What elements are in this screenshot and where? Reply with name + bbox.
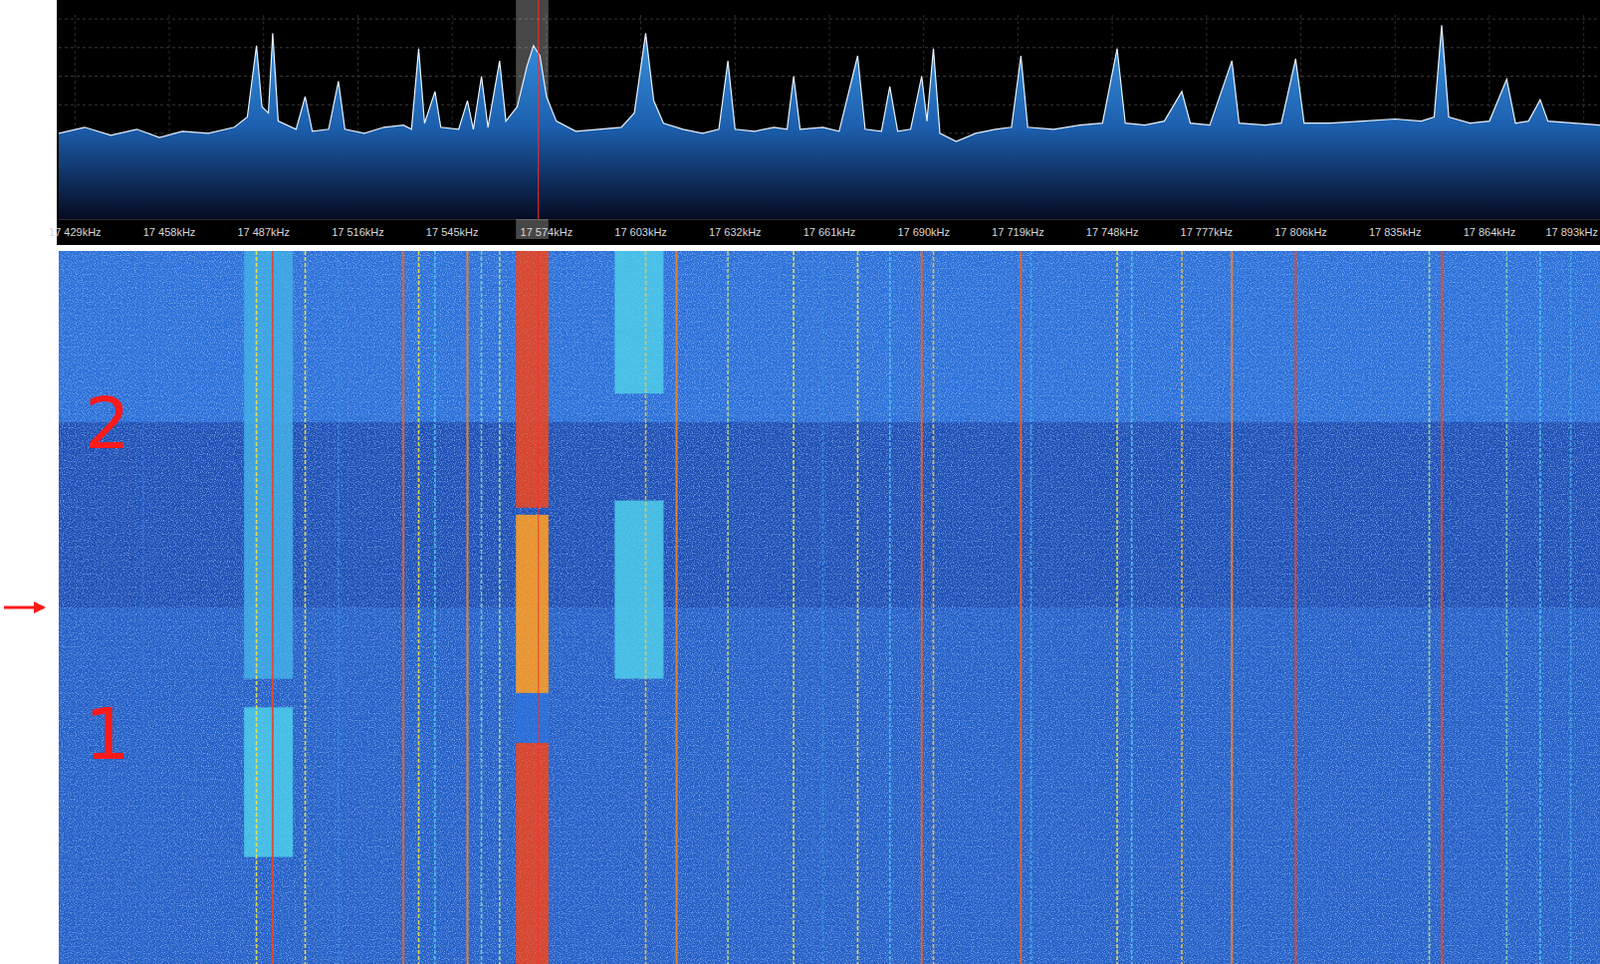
x-tick-label: 17 661kHz	[803, 226, 857, 238]
x-tick-label: 17 574kHz	[520, 226, 574, 238]
x-tick-label: 17 632kHz	[708, 226, 762, 238]
annotation: 1	[84, 691, 131, 776]
waterfall-noise	[58, 250, 1600, 964]
arrow-head	[33, 601, 46, 614]
x-tick-label: 17 487kHz	[236, 226, 290, 238]
waterfall-noise-top	[58, 250, 1600, 964]
annotation: 2	[84, 381, 131, 465]
waterfall-base	[58, 250, 1600, 964]
chart: 17 429kHz 17 458kHz 17 487kHz 17 516kHz 17 5…	[0, 0, 1600, 964]
tuned-center	[537, 0, 539, 220]
waterfall-group	[58, 250, 1600, 964]
x-tick-label: 17 777kHz	[1180, 226, 1234, 238]
x-tick-label: 17 835kHz	[1369, 226, 1422, 238]
x-tick-label: 17 545kHz	[426, 226, 479, 238]
spectrum-area	[58, 24, 1600, 220]
x-tick-label: 17 690kHz	[897, 226, 950, 238]
x-tick-label: 17 429kHz	[48, 226, 102, 238]
spectrum-background	[56, 0, 1600, 245]
grid	[58, 14, 1600, 220]
spectrum-group	[58, 24, 1600, 220]
x-tick-label: 17 516kHz	[331, 226, 385, 238]
x-tick-label: 17 893kHz	[1545, 226, 1599, 238]
x-tick-label: 17 603kHz	[614, 226, 668, 238]
spectrum-line	[58, 24, 1600, 142]
x-tick-label: 17 864kHz	[1463, 226, 1517, 238]
x-tick-label: 17 458kHz	[143, 226, 197, 238]
tuned-center-waterfall	[537, 250, 539, 964]
x-tick-label: 17 719kHz	[991, 226, 1045, 238]
y-grid-line	[58, 18, 1600, 20]
x-tick-label: 17 748kHz	[1086, 226, 1140, 238]
x-tick-label: 17 806kHz	[1274, 226, 1328, 238]
